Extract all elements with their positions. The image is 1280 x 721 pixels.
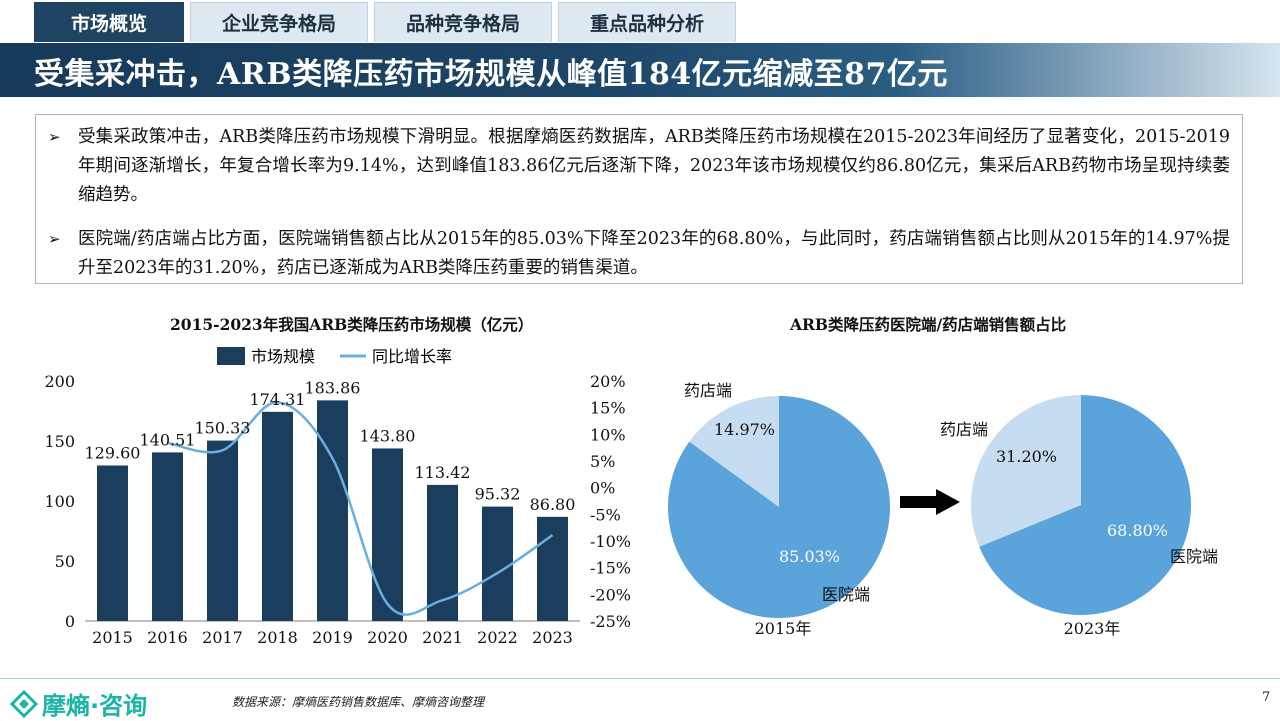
pie-slice-pharmacy bbox=[971, 395, 1081, 547]
bar-value-label: 183.86 bbox=[305, 378, 361, 397]
tab-key-product-analysis[interactable]: 重点品种分析 bbox=[558, 2, 736, 42]
pie-category-label: 药店端 bbox=[684, 381, 732, 400]
company-logo: 摩熵·咨询 bbox=[10, 686, 147, 721]
y-right-tick-label: 5% bbox=[590, 452, 615, 471]
bar bbox=[207, 441, 238, 621]
pie-category-label: 医院端 bbox=[822, 585, 870, 604]
bullet-text: 受集采政策冲击，ARB类降压药市场规模下滑明显。根据摩熵医药数据库，ARB类降压… bbox=[78, 127, 1230, 205]
pie-value-label: 31.20% bbox=[996, 447, 1057, 466]
bullet-arrow-icon: ➢ bbox=[48, 225, 61, 254]
bar bbox=[262, 412, 293, 621]
bar bbox=[537, 517, 568, 621]
bar-value-label: 174.31 bbox=[250, 390, 306, 409]
x-tick-label: 2021 bbox=[422, 628, 463, 647]
y-left-tick-label: 150 bbox=[44, 432, 75, 451]
pie-year-label: 2023年 bbox=[1064, 619, 1121, 638]
pie-chart-title: ARB类降压药医院端/药店端销售额占比 bbox=[790, 313, 1066, 335]
x-tick-label: 2023 bbox=[532, 628, 573, 647]
bullet-text: 医院端/药店端占比方面，医院端销售额占比从2015年的85.03%下降至2023… bbox=[78, 229, 1230, 278]
y-right-tick-label: -20% bbox=[590, 585, 631, 604]
tab-company-competition[interactable]: 企业竞争格局 bbox=[190, 2, 368, 42]
y-right-tick-label: 15% bbox=[590, 399, 626, 418]
bar bbox=[372, 448, 403, 621]
bar bbox=[97, 465, 128, 621]
bar-value-label: 143.80 bbox=[360, 426, 416, 445]
page-number: 7 bbox=[1262, 690, 1270, 705]
x-tick-label: 2017 bbox=[202, 628, 243, 647]
legend-line-label: 同比增长率 bbox=[372, 347, 452, 366]
y-right-tick-label: 0% bbox=[590, 479, 615, 498]
bar-value-label: 113.42 bbox=[415, 463, 471, 482]
y-right-tick-label: -25% bbox=[590, 612, 631, 631]
y-right-tick-label: -5% bbox=[590, 505, 621, 524]
pie-category-label: 医院端 bbox=[1170, 547, 1218, 566]
y-right-tick-label: 20% bbox=[590, 372, 626, 391]
logo-icon bbox=[10, 690, 38, 718]
transition-arrow-icon bbox=[900, 489, 960, 515]
y-right-tick-label: -10% bbox=[590, 532, 631, 551]
bar-value-label: 150.33 bbox=[195, 419, 251, 438]
bar-value-label: 86.80 bbox=[530, 495, 576, 514]
pie-year-label: 2015年 bbox=[755, 619, 812, 638]
x-tick-label: 2015 bbox=[92, 628, 133, 647]
data-source: 数据来源：摩熵医药销售数据库、摩熵咨询整理 bbox=[232, 693, 484, 710]
x-tick-label: 2016 bbox=[147, 628, 188, 647]
x-tick-label: 2020 bbox=[367, 628, 408, 647]
pie-category-label: 药店端 bbox=[940, 420, 988, 439]
growth-rate-line bbox=[168, 402, 553, 614]
bar-chart-title: 2015-2023年我国ARB类降压药市场规模（亿元） bbox=[170, 313, 533, 335]
legend-bar-swatch bbox=[217, 347, 245, 365]
bar-value-label: 129.60 bbox=[85, 443, 141, 462]
pie-slice-hospital bbox=[668, 396, 890, 618]
summary-box: ➢ 受集采政策冲击，ARB类降压药市场规模下滑明显。根据摩熵医药数据库，ARB类… bbox=[35, 114, 1243, 284]
pie-value-label: 68.80% bbox=[1107, 521, 1168, 540]
bullet-item: ➢ 受集采政策冲击，ARB类降压药市场规模下滑明显。根据摩熵医药数据库，ARB类… bbox=[44, 123, 1230, 210]
x-tick-label: 2018 bbox=[257, 628, 298, 647]
bullet-item: ➢ 医院端/药店端占比方面，医院端销售额占比从2015年的85.03%下降至20… bbox=[44, 225, 1230, 283]
bar-value-label: 95.32 bbox=[475, 485, 521, 504]
page-title: 受集采冲击，ARB类降压药市场规模从峰值184亿元缩减至87亿元 bbox=[34, 49, 948, 93]
y-left-tick-label: 200 bbox=[44, 372, 75, 391]
legend-bar-label: 市场规模 bbox=[251, 347, 315, 366]
tab-market-overview[interactable]: 市场概览 bbox=[34, 2, 184, 42]
y-right-tick-label: 10% bbox=[590, 425, 626, 444]
pie-value-label: 85.03% bbox=[779, 547, 840, 566]
y-left-tick-label: 0 bbox=[65, 612, 75, 631]
x-tick-label: 2019 bbox=[312, 628, 353, 647]
tab-product-competition[interactable]: 品种竞争格局 bbox=[374, 2, 552, 42]
title-bar: 受集采冲击，ARB类降压药市场规模从峰值184亿元缩减至87亿元 bbox=[0, 43, 1280, 97]
bar bbox=[427, 485, 458, 621]
logo-text: 摩熵·咨询 bbox=[42, 686, 147, 721]
footer-divider bbox=[0, 678, 1280, 679]
nav-tabs: 市场概览 企业竞争格局 品种竞争格局 重点品种分析 bbox=[34, 2, 736, 42]
bar-value-label: 140.51 bbox=[140, 430, 196, 449]
pie-slice-hospital bbox=[979, 395, 1191, 615]
bar bbox=[152, 452, 183, 621]
bullet-arrow-icon: ➢ bbox=[48, 123, 61, 152]
pie-value-label: 14.97% bbox=[714, 420, 775, 439]
y-right-tick-label: -15% bbox=[590, 559, 631, 578]
x-tick-label: 2022 bbox=[477, 628, 518, 647]
pie-slice-pharmacy bbox=[689, 396, 779, 507]
y-left-tick-label: 100 bbox=[44, 492, 75, 511]
bar bbox=[317, 400, 348, 621]
bar bbox=[482, 507, 513, 621]
y-left-tick-label: 50 bbox=[55, 552, 75, 571]
